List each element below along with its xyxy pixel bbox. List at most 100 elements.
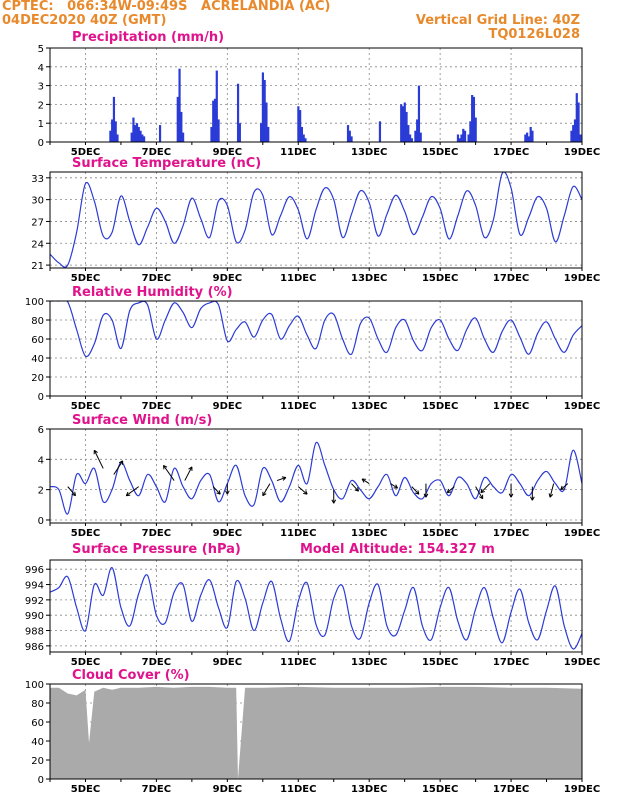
cloud-ytick-label: 100 [25,680,44,691]
pres-panel: Surface Pressure (hPa) Model Altitude: 15… [25,542,600,668]
cloud-ytick-label: 60 [31,718,44,729]
temp-xtick-label: 9DEC [213,273,242,284]
precip-bar [405,111,408,142]
precip-bar [474,117,477,142]
wind-arrow [548,483,555,498]
wind-arrow [297,486,308,495]
rh-ytick-label: 80 [31,316,44,327]
wind-arrow [529,486,535,501]
temp-ytick-label: 21 [31,261,44,272]
rh-xtick-label: 5DEC [71,401,100,412]
precip-bar [524,134,527,142]
precip-bar [419,132,422,142]
wind-ytick-label: 6 [38,425,44,436]
wind-arrow [184,466,193,481]
temp-ytick-label: 30 [31,196,44,207]
temp-ytick-label: 24 [31,239,44,250]
precip-bar [114,121,117,142]
precip-bar [236,83,240,142]
rh-frame [49,300,583,397]
cloud-ytick-label: 0 [38,775,44,786]
precip-bar [260,123,263,142]
precip-bar [217,119,220,142]
precip-ytick-label: 5 [38,44,44,55]
rh-ytick-label: 40 [31,354,44,365]
wind-arrow [331,489,337,504]
pres-title: Surface Pressure (hPa) [72,542,241,557]
precip-bar [215,70,218,142]
precip-bar [238,123,241,142]
temp-ytick-label: 33 [31,174,44,185]
precip-ytick-label: 0 [38,138,44,149]
cloud-xtick-label: 7DEC [142,784,171,795]
temp-xtick-label: 13DEC [351,273,387,284]
precip-bar [378,121,382,142]
precip-bar [407,125,410,142]
temp-xtick-label: 17DEC [493,273,529,284]
precip-bar [410,138,413,142]
precip-bar [111,119,114,142]
precip-bar [416,119,419,142]
cloud-ytick-label: 40 [31,737,44,748]
precip-bar [417,85,421,142]
pres-xtick-label: 17DEC [493,657,529,668]
rh-xtick-label: 13DEC [351,401,387,412]
wind-xtick-label: 5DEC [71,528,100,539]
precip-bar [579,134,582,142]
precip-bar [527,136,530,142]
wind-arrow [480,483,491,494]
rh-ytick-label: 60 [31,335,44,346]
wind-panel: Surface Wind (m/s) 0 2 4 6 5DEC 7DEC 9DEC 11DEC 1… [38,413,601,539]
precip-bar [300,126,304,142]
rh-xtick-label: 15DEC [422,401,458,412]
precip-bar [176,96,179,142]
precip-bar [267,126,270,142]
temp-xtick-label: 5DEC [71,273,100,284]
pres-ytick-label: 986 [25,642,44,653]
precip-bar [458,138,461,142]
pres-ytick-label: 996 [25,565,44,576]
wind-arrow [446,486,455,494]
precip-bar [462,128,465,142]
header-run-time: 04DEC2020 40Z (GMT) [2,13,167,28]
temp-panel: Surface Temperature (nC) 21 24 27 30 33 5DEC 7D… [31,156,600,284]
pres-xtick-label: 19DEC [564,657,600,668]
pres-xtick-label: 15DEC [422,657,458,668]
precip-bar [182,132,185,142]
cloud-ytick-label: 80 [31,699,44,710]
precip-bar [210,126,213,142]
rh-ytick-label: 0 [38,392,44,403]
cloud-ytick-label: 20 [31,756,44,767]
rh-xtick-label: 7DEC [142,401,171,412]
precip-bar [577,102,580,142]
pres-ytick-label: 990 [25,611,44,622]
pres-ytick-label: 994 [25,581,44,592]
cloud-area [50,686,582,779]
precip-ytick-label: 4 [38,63,44,74]
precip-bar [471,95,474,142]
precip-bar [142,136,146,142]
wind-arrow [276,476,287,482]
precip-bar [180,111,183,142]
precip-bar [178,68,181,142]
precip-ytick-label: 2 [38,100,44,111]
wind-arrow [411,486,420,495]
temp-xtick-label: 15DEC [422,273,458,284]
wind-xtick-label: 9DEC [213,528,242,539]
precip-bar [141,134,144,142]
precip-bar [265,102,268,142]
wind-arrow [475,486,484,500]
precip-bar [112,96,116,142]
rh-xtick-label: 11DEC [280,401,316,412]
cloud-title: Cloud Cover (%) [72,668,190,683]
precip-bar [575,93,578,142]
wind-xtick-label: 11DEC [280,528,316,539]
rh-series-line [50,301,582,358]
precip-bar [573,119,577,142]
precip-xtick-label: 15DEC [422,147,458,158]
pres-xtick-label: 5DEC [71,657,100,668]
wind-arrow [162,464,175,481]
precip-xtick-label: 7DEC [142,147,171,158]
pres-xtick-label: 13DEC [351,657,387,668]
